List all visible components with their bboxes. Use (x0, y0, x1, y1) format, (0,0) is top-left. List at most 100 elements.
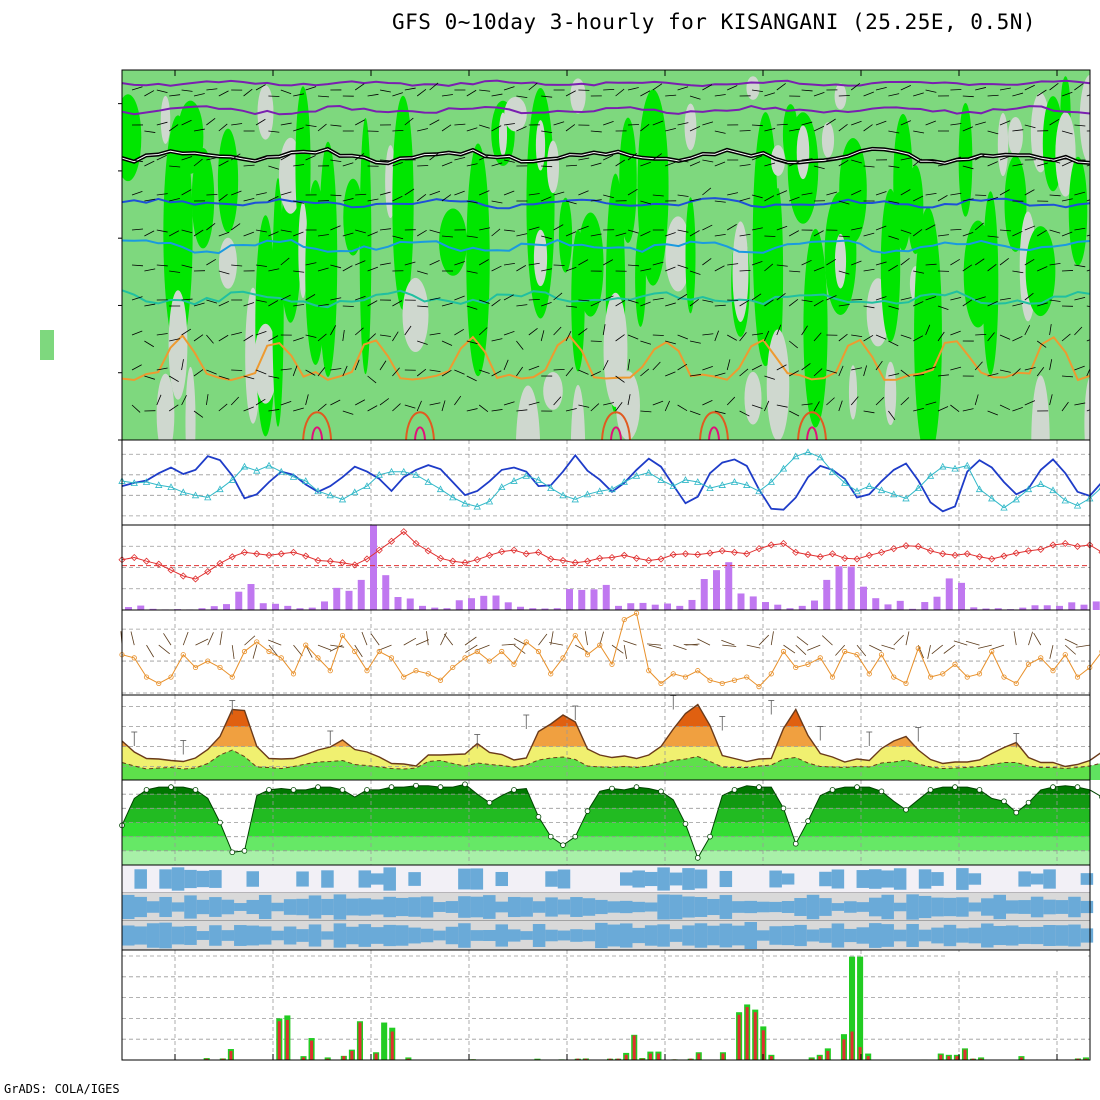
wind10m-barb (465, 644, 478, 653)
wind-barb (1037, 266, 1048, 272)
wind-barb (665, 161, 676, 167)
cloud-cover-bar (744, 922, 757, 949)
cape-bar (394, 597, 402, 610)
lifted-index-point (265, 551, 273, 559)
wind-barb (875, 225, 887, 231)
wind-barb (801, 403, 813, 406)
cloud-cover-bar (395, 925, 409, 946)
wind-barb (999, 120, 1011, 126)
wind-barb (230, 153, 241, 161)
wind-barb (466, 89, 477, 97)
wind-barb (962, 198, 974, 202)
cloud-cover-bar (458, 923, 471, 948)
wind-barb (429, 369, 441, 372)
wind-barb (665, 340, 676, 345)
thickness-point (890, 490, 898, 498)
wind-barb (764, 263, 774, 272)
wind10m-barb (513, 637, 527, 646)
wind-barb (355, 119, 366, 126)
wind-barb (801, 299, 813, 303)
cape-bar (737, 593, 745, 610)
wind-barb (280, 154, 291, 161)
wind-barb (627, 124, 640, 126)
wind-barb (416, 368, 427, 377)
cloud-cover-bar (122, 925, 135, 946)
cloud-cover-bar (956, 868, 969, 890)
wind-barb (218, 300, 229, 307)
wind10m-speed-point (609, 661, 615, 667)
wind-barb (813, 266, 825, 272)
wind10m-speed-point (756, 684, 762, 690)
thickness-point (767, 478, 775, 485)
cloud-cover-bar (707, 898, 720, 916)
wind10m-speed-point (572, 632, 578, 639)
wind-barb (243, 375, 255, 380)
wind-barb (491, 299, 501, 307)
wind-barb (206, 299, 218, 304)
cape-bar (627, 603, 635, 610)
cape-bar (529, 608, 537, 610)
cloud-cover-bar (470, 868, 484, 890)
wind-barb (702, 159, 714, 163)
cape-bar (1092, 601, 1100, 610)
thickness-point (988, 494, 996, 502)
wind-barb (268, 231, 279, 237)
wind-barb (764, 330, 770, 342)
wind-barb (565, 90, 576, 97)
wind-barb (913, 374, 925, 377)
precip-convective-bar (584, 1058, 588, 1060)
wind-barb (962, 165, 974, 170)
rh-point (266, 787, 272, 793)
wind-barb (441, 340, 453, 346)
wind10m-barb (683, 643, 698, 646)
rh-point (878, 788, 885, 795)
wind-barb (851, 367, 863, 371)
rh-point (1001, 798, 1007, 805)
wind10m-speed-point (241, 648, 248, 655)
wind-barb (231, 190, 242, 196)
wind-barb (999, 87, 1011, 91)
cape-bar (492, 595, 500, 610)
wind-barb (317, 403, 327, 412)
thickness-point (620, 478, 628, 485)
wind-barb (764, 195, 775, 202)
wind-barb (231, 123, 243, 126)
wind-barb (627, 229, 639, 234)
rh-moist-region (318, 141, 338, 377)
wind10m-speed-point (462, 655, 468, 661)
wind-barb (640, 368, 650, 377)
wind10m-barb (1049, 645, 1054, 659)
wind-barb (1024, 400, 1036, 406)
wind-barb (454, 261, 465, 266)
cloud-cover-bar (806, 894, 820, 920)
lifted-index-point (718, 547, 726, 555)
thickness-point (510, 477, 518, 484)
wind-barb (987, 94, 999, 97)
wind-barb (863, 124, 873, 132)
wind-barb (466, 200, 478, 204)
wind10m-speed-point (682, 674, 689, 680)
cape-bar (872, 598, 880, 610)
wind-barb (677, 264, 689, 269)
wind-barb (1074, 124, 1086, 127)
wind-barb (169, 230, 180, 237)
cloud-cover-bar (570, 929, 583, 942)
wind10m-barb (647, 643, 662, 646)
thickness-point (277, 467, 285, 475)
cloud-cover-bar (532, 901, 546, 913)
cloud-cover-bar (371, 873, 384, 885)
cloud-cover-bar (545, 871, 558, 887)
cape-bar (786, 608, 794, 610)
wind-barb (565, 266, 577, 272)
wind10m-speed-point (156, 680, 162, 687)
wind-barb (925, 159, 937, 162)
cloud-cover-bar (719, 923, 733, 948)
wind-barb (813, 368, 823, 377)
wind-barb (466, 305, 478, 310)
rh-dry-region (732, 221, 749, 323)
wind-barb (1074, 83, 1084, 91)
thickness-point (412, 470, 420, 478)
wind10m-barb (905, 631, 910, 646)
wind-barb (851, 189, 862, 196)
cloud-cover-bar (507, 929, 521, 942)
